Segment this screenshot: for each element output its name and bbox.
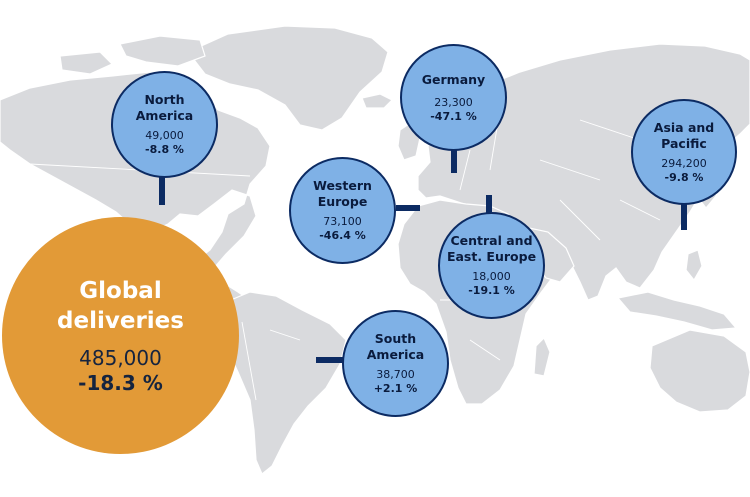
global-deliveries-circle: Global deliveries 485,000 -18.3 %: [2, 217, 239, 454]
australia-landmass: [649, 329, 750, 413]
region-value: 23,300: [434, 95, 473, 109]
region-name: North America: [135, 92, 194, 123]
region-name: Asia and Pacific: [653, 119, 715, 151]
central-east-europe-bubble: Central and East. Europe 18,000 -19.1 %: [438, 212, 545, 319]
region-change: -47.1 %: [430, 109, 477, 123]
global-title: Global deliveries: [57, 277, 184, 334]
asia-pacific-connector: [681, 200, 687, 230]
region-name: South America: [366, 331, 425, 362]
germany-bubble: Germany 23,300 -47.1 %: [400, 44, 507, 151]
region-name: Western Europe: [313, 178, 372, 209]
global-value: 485,000: [79, 345, 162, 370]
south-america-connector: [316, 357, 346, 363]
region-change: -19.1 %: [468, 284, 515, 297]
region-value: 38,700: [376, 368, 415, 381]
north-america-bubble: North America 49,000 -8.8 %: [111, 71, 218, 178]
region-change: -8.8 %: [145, 143, 184, 156]
madagascar-landmass: [533, 336, 551, 377]
germany-connector: [451, 146, 457, 173]
iceland-landmass: [361, 93, 394, 109]
region-value: 294,200: [661, 156, 707, 170]
southeast-asia-islands: [616, 291, 738, 331]
region-change: -46.4 %: [319, 229, 366, 242]
arctic-islands: [119, 35, 206, 67]
central-east-europe-connector: [486, 195, 492, 217]
region-change: +2.1 %: [373, 382, 418, 395]
region-value: 73,100: [323, 215, 362, 228]
arctic-islands-2: [59, 51, 114, 75]
north-america-connector: [159, 175, 165, 205]
region-change: -9.8 %: [664, 170, 704, 184]
south-america-landmass: [219, 291, 347, 475]
region-value: 18,000: [472, 270, 511, 283]
philippines-landmass: [685, 249, 703, 282]
region-name: Germany: [421, 71, 486, 87]
region-value: 49,000: [145, 129, 184, 142]
asia-pacific-bubble: Asia and Pacific 294,200 -9.8 %: [631, 99, 737, 205]
region-name: Central and East. Europe: [446, 233, 537, 264]
global-change: -18.3 %: [78, 370, 163, 395]
western-europe-connector: [396, 205, 420, 211]
greenland-landmass: [187, 25, 389, 131]
south-america-bubble: South America 38,700 +2.1 %: [342, 310, 449, 417]
western-europe-bubble: Western Europe 73,100 -46.4 %: [289, 157, 396, 264]
